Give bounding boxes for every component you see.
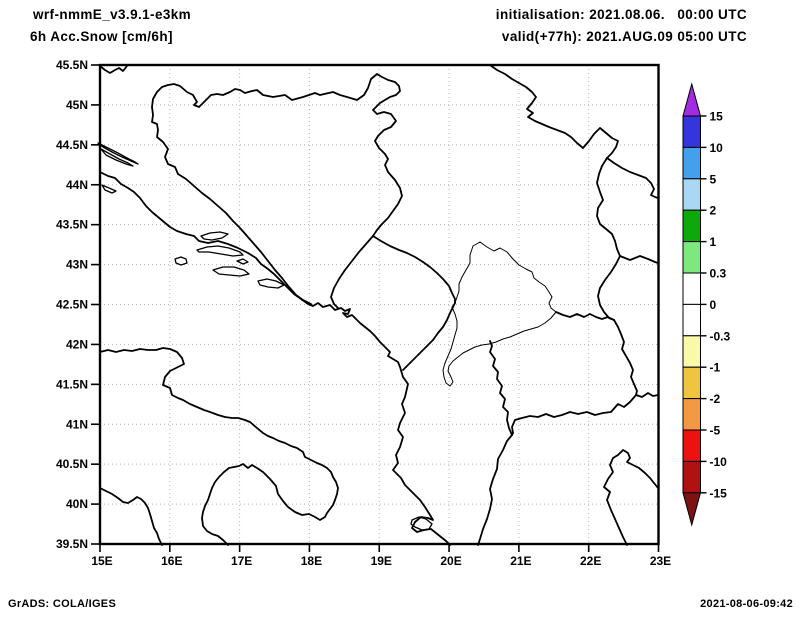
init-time-label: initialisation: 2021.08.06. 00:00 UTC xyxy=(495,7,747,22)
grads-credit-label: GrADS: COLA/IGES xyxy=(8,598,117,610)
corfu-island xyxy=(410,516,433,531)
lon-tick-label: 22E xyxy=(580,554,601,568)
lon-tick-label: 20E xyxy=(440,554,461,568)
croatia-bosnia-serbia-border xyxy=(151,73,403,237)
lon-tick-label: 21E xyxy=(510,554,531,568)
lat-tick-label: 39.5N xyxy=(56,537,88,551)
colorbar-tick-label: -15 xyxy=(710,486,728,500)
colorbar: 15 10 5 2 1 0.3 0 -0.3 -1 -2 -5 -10 -15 xyxy=(682,82,731,527)
lat-tick-label: 42.5N xyxy=(56,298,88,312)
colorbar-tick-label: 2 xyxy=(710,204,717,218)
bulgaria-east-branch-border xyxy=(619,255,659,264)
dalmatian-islands xyxy=(97,142,285,289)
grid-lines xyxy=(100,65,659,544)
colorbar-segment xyxy=(682,241,701,274)
colorbar-segment xyxy=(682,272,701,305)
adriatic-east-coast xyxy=(99,171,451,546)
istria-corner-coast xyxy=(99,65,128,74)
colorbar-top-arrow xyxy=(682,82,702,117)
colorbar-segment xyxy=(682,303,701,337)
axis-ticks-and-labels: 45.5N 45N 44.5N 44N 43.5N 43N 42.5N 42N 41.5N 41N… xyxy=(56,58,671,568)
lat-tick-label: 44.5N xyxy=(56,138,88,152)
macedonia-border xyxy=(489,319,638,436)
colorbar-tick-label: -1 xyxy=(710,361,721,375)
danube-east-branch-border xyxy=(606,157,659,199)
lon-tick-label: 18E xyxy=(301,554,322,568)
lat-tick-label: 41.5N xyxy=(56,377,88,391)
colorbar-tick-label: 10 xyxy=(710,141,724,155)
colorbar-tick-label: 0 xyxy=(710,298,717,312)
lat-tick-label: 40.5N xyxy=(56,457,88,471)
greece-bulgaria-border xyxy=(635,392,659,398)
colorbar-tick-label: 0.3 xyxy=(710,267,727,281)
colorbar-tick-label: 1 xyxy=(710,235,717,249)
lon-tick-label: 15E xyxy=(91,554,112,568)
italy-west-coast xyxy=(99,487,163,546)
colorbar-tick-label: -10 xyxy=(710,455,728,469)
serbia-bulgaria-border xyxy=(596,157,621,321)
lon-tick-label: 19E xyxy=(371,554,392,568)
colorbar-segment xyxy=(682,178,701,211)
lat-tick-label: 45N xyxy=(66,98,88,112)
italy-adriatic-coast xyxy=(99,347,339,546)
colorbar-tick-label: -2 xyxy=(710,392,721,406)
montenegro-albania-border xyxy=(402,302,456,371)
serbia-macedonia-border xyxy=(555,311,615,321)
variable-title: 6h Acc.Snow [cm/6h] xyxy=(30,29,173,44)
colorbar-tick-label: 15 xyxy=(710,110,724,124)
serbia-romania-danube-border xyxy=(489,64,619,159)
colorbar-segment xyxy=(682,398,701,431)
lat-tick-label: 45.5N xyxy=(56,58,88,72)
colorbar-segment xyxy=(682,335,701,368)
colorbar-tick-label: -0.3 xyxy=(710,329,731,343)
lat-tick-label: 43N xyxy=(66,258,88,272)
albania-greece-border xyxy=(477,434,513,546)
colorbar-segment xyxy=(682,209,701,243)
lat-tick-label: 43.5N xyxy=(56,218,88,232)
croatia-bosnia-dinara-border xyxy=(177,173,312,305)
lon-tick-label: 16E xyxy=(161,554,182,568)
colorbar-segment xyxy=(682,115,701,148)
lon-tick-label: 17E xyxy=(231,554,252,568)
lon-tick-label: 23E xyxy=(650,554,671,568)
serbia-montenegro-border xyxy=(372,235,456,304)
colorbar-segment xyxy=(682,366,701,400)
lat-tick-label: 40N xyxy=(66,497,88,511)
colorbar-bottom-arrow xyxy=(682,492,702,527)
kosovo-border xyxy=(442,241,557,387)
map-frame xyxy=(98,63,660,546)
colorbar-segment xyxy=(682,429,701,462)
lat-tick-label: 44N xyxy=(66,178,88,192)
bosnia-montenegro-border xyxy=(330,235,374,309)
valid-time-label: valid(+77h): 2021.AUG.09 05:00 UTC xyxy=(501,29,747,44)
creation-timestamp: 2021-08-06-09:42 xyxy=(700,598,793,610)
lat-tick-label: 42N xyxy=(66,337,88,351)
lat-tick-label: 41N xyxy=(66,417,88,431)
model-title: wrf-nmmE_v3.9.1-e3km xyxy=(33,7,192,22)
map-features xyxy=(97,64,659,546)
colorbar-tick-label: -5 xyxy=(710,424,721,438)
thermaic-gulf-coast xyxy=(603,449,659,546)
colorbar-segment xyxy=(682,460,701,494)
colorbar-tick-label: 5 xyxy=(710,172,717,186)
colorbar-segment xyxy=(682,146,701,180)
